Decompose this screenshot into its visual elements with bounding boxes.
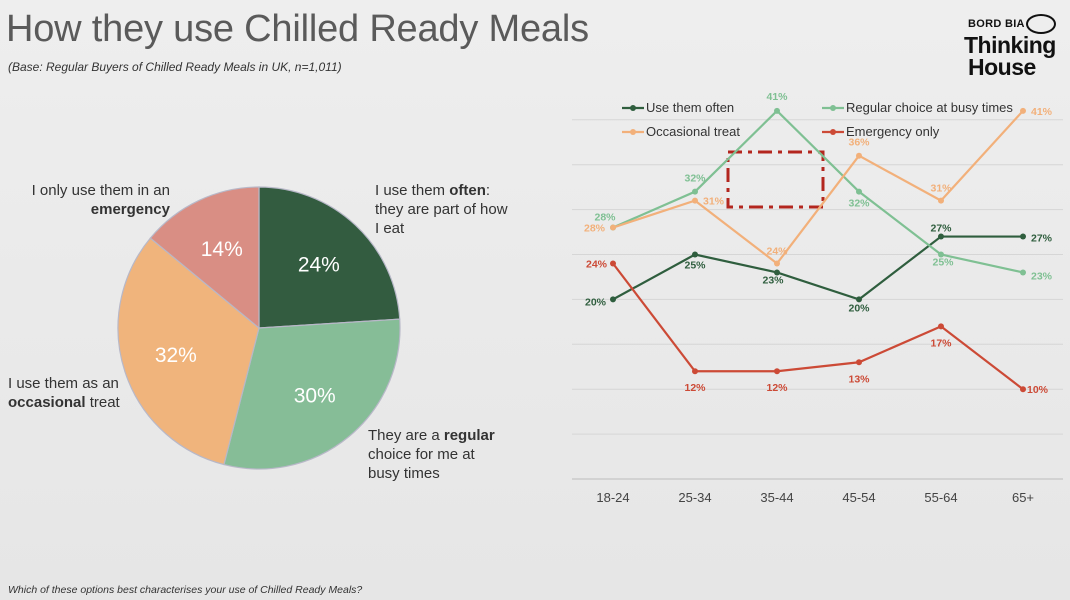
data-point xyxy=(938,197,944,204)
legend-label: Regular choice at busy times xyxy=(846,100,1013,115)
data-label: 41% xyxy=(766,91,788,103)
x-tick-label: 18-24 xyxy=(596,490,629,505)
data-point xyxy=(692,251,698,258)
legend-label: Use them often xyxy=(646,100,734,115)
page-title: How they use Chilled Ready Meals xyxy=(6,8,589,50)
legend-label: Emergency only xyxy=(846,124,940,139)
data-label: 32% xyxy=(684,173,706,185)
data-point xyxy=(1020,233,1026,240)
legend-label: Occasional treat xyxy=(646,124,740,139)
data-label: 20% xyxy=(848,302,870,314)
data-label: 28% xyxy=(594,212,616,224)
x-tick-label: 25-34 xyxy=(678,490,711,505)
x-tick-label: 55-64 xyxy=(924,490,957,505)
x-tick-label: 65+ xyxy=(1012,490,1034,505)
data-point xyxy=(774,260,780,267)
series-line xyxy=(612,262,1024,391)
legend-marker xyxy=(830,129,836,135)
data-label: 10% xyxy=(1027,384,1049,396)
data-label: 23% xyxy=(1031,270,1053,282)
pie-label-occasional: I use them as an occasional treat xyxy=(8,375,120,411)
series-line xyxy=(612,110,1024,266)
data-label: 31% xyxy=(930,183,952,195)
data-point xyxy=(856,359,862,366)
pie-label-often: I use them often: they are part of how I… xyxy=(375,182,508,237)
data-label: 32% xyxy=(848,198,870,210)
data-point xyxy=(1020,269,1026,276)
x-tick-label: 45-54 xyxy=(842,490,875,505)
data-point xyxy=(610,296,616,303)
data-point xyxy=(692,368,698,375)
x-tick-label: 35-44 xyxy=(760,490,793,505)
data-label: 27% xyxy=(1031,233,1053,245)
data-label: 28% xyxy=(584,223,606,235)
data-label: 12% xyxy=(684,382,706,394)
data-point xyxy=(774,368,780,375)
data-label: 23% xyxy=(762,274,784,286)
data-label: 27% xyxy=(930,223,952,235)
page-subtitle: (Base: Regular Buyers of Chilled Ready M… xyxy=(8,60,342,74)
legend-marker xyxy=(630,129,636,135)
data-label: 13% xyxy=(848,373,870,385)
data-point xyxy=(938,233,944,240)
data-label: 31% xyxy=(703,196,725,208)
data-point xyxy=(856,188,862,195)
data-label: 25% xyxy=(932,257,954,269)
data-point xyxy=(774,107,780,114)
logo-ring-icon xyxy=(1026,14,1056,34)
pie-label-regular: They are a regular choice for me at busy… xyxy=(368,427,495,482)
data-label: 36% xyxy=(848,137,870,149)
series-line xyxy=(612,109,1024,274)
data-point xyxy=(774,269,780,276)
data-label: 24% xyxy=(766,245,788,257)
data-label: 17% xyxy=(930,337,952,349)
data-point xyxy=(610,260,616,267)
data-point xyxy=(692,197,698,204)
data-point xyxy=(1020,107,1026,114)
data-point xyxy=(938,251,944,258)
question-footnote: Which of these options best characterise… xyxy=(8,584,363,596)
bord-bia-logo: BORD BIA Thinking House xyxy=(962,12,1062,82)
legend-marker xyxy=(830,105,836,111)
pie-label-emergency: I only use them in an emergency xyxy=(31,182,170,218)
data-label: 20% xyxy=(585,296,607,308)
data-point xyxy=(856,296,862,303)
logo-line1: Thinking xyxy=(964,32,1056,58)
data-label: 24% xyxy=(586,258,608,270)
data-point xyxy=(856,152,862,159)
logo-line2: House xyxy=(968,54,1036,80)
data-label: 41% xyxy=(1031,106,1053,118)
highlight-box xyxy=(726,150,825,209)
series-line xyxy=(612,235,1023,301)
data-point xyxy=(692,188,698,195)
data-label: 25% xyxy=(684,260,706,272)
legend-marker xyxy=(630,105,636,111)
data-label: 12% xyxy=(766,382,788,394)
logo-brand: BORD BIA xyxy=(968,18,1025,30)
data-point xyxy=(610,224,616,231)
data-point xyxy=(938,323,944,330)
data-point xyxy=(1020,386,1026,393)
